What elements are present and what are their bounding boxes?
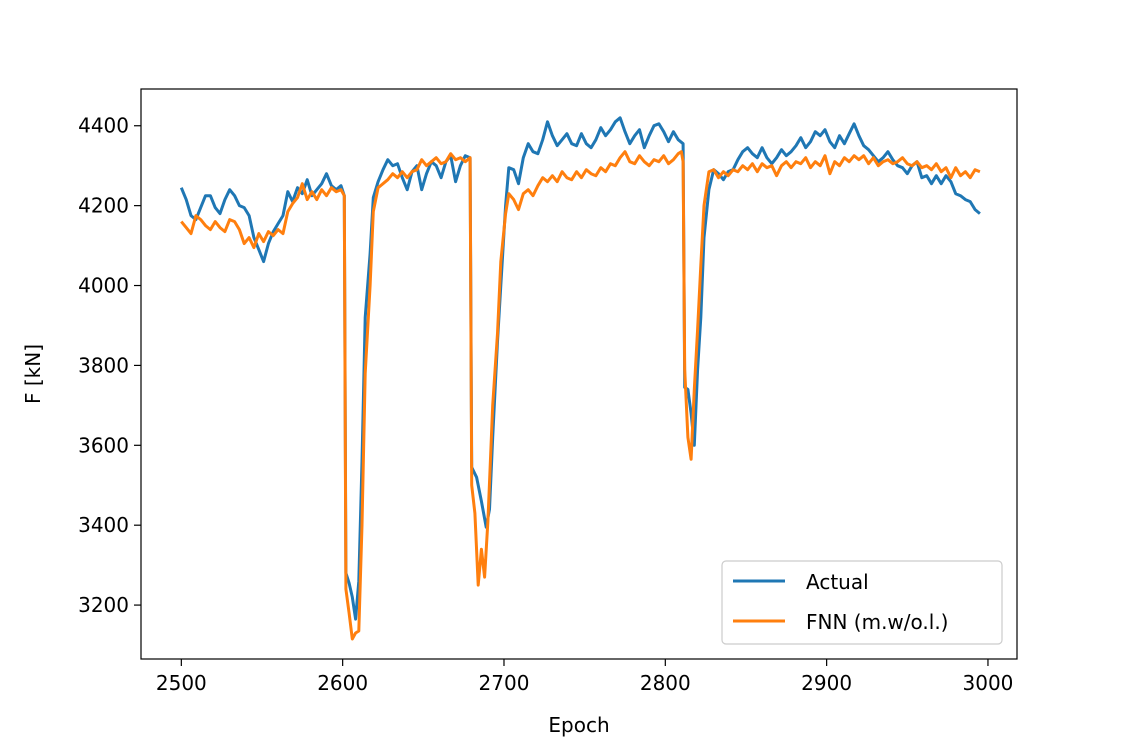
series-line-actual	[179, 116, 981, 621]
x-tick-label: 2500	[156, 671, 207, 695]
series-layer	[179, 116, 981, 641]
y-tick-label: 3400	[78, 513, 129, 537]
legend-label-fnn: FNN (m.w/o.l.)	[806, 610, 948, 634]
legend-frame	[721, 560, 1003, 645]
x-tick-label: 2700	[479, 671, 530, 695]
y-tick-label: 4200	[78, 194, 129, 218]
y-tick-label: 3600	[78, 433, 129, 457]
y-tick-label: 4400	[78, 114, 129, 138]
x-tick-label: 3000	[963, 671, 1014, 695]
legend-label-actual: Actual	[806, 570, 869, 594]
plot-area-frame	[140, 88, 1018, 660]
x-axis-label: Epoch	[548, 713, 609, 737]
y-axis-label: F [kN]	[21, 344, 45, 404]
series-line-fnn	[180, 150, 981, 641]
y-tick-label: 3200	[78, 593, 129, 617]
x-tick-label: 2800	[640, 671, 691, 695]
legend: Actual FNN (m.w/o.l.)	[721, 560, 1003, 645]
x-tick-label: 2900	[801, 671, 852, 695]
x-tick-label: 2600	[317, 671, 368, 695]
y-tick-label: 4000	[78, 274, 129, 298]
y-axis-ticks: 3200 3400 3600 3800 4000 4200 4400	[78, 114, 141, 617]
y-tick-label: 3800	[78, 353, 129, 377]
x-axis-ticks: 2500 2600 2700 2800 2900 3000	[156, 659, 1014, 695]
